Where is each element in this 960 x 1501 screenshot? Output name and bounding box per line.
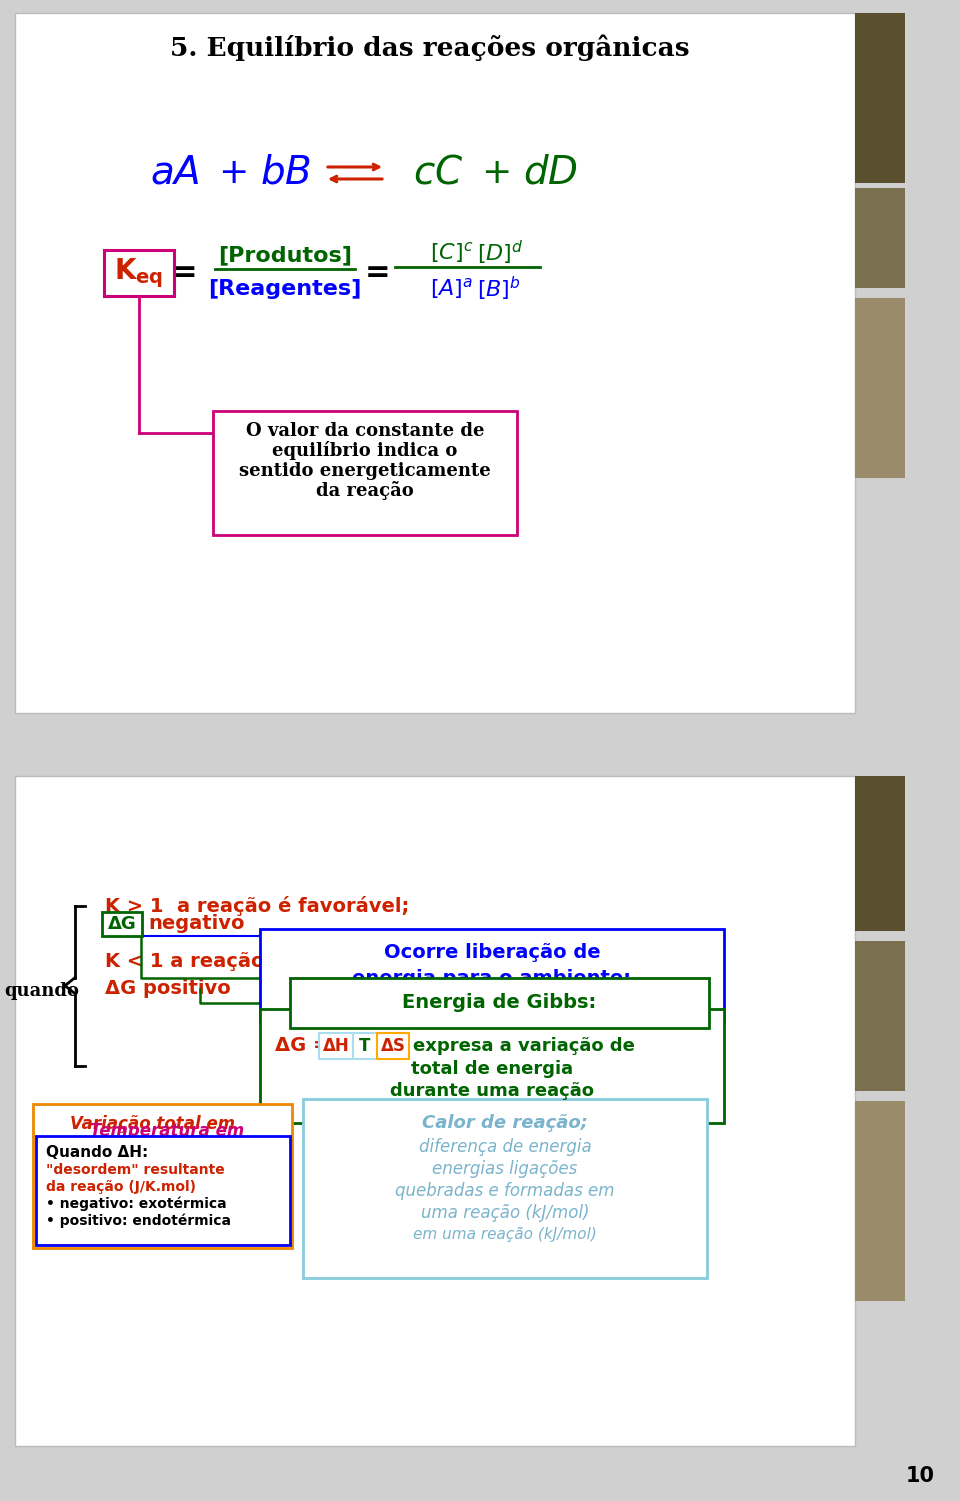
Text: $bB$: $bB$ (259, 155, 310, 192)
FancyBboxPatch shape (102, 911, 142, 935)
Text: • positivo: endotérmica: • positivo: endotérmica (46, 1214, 231, 1228)
FancyBboxPatch shape (213, 411, 517, 534)
Text: O valor da constante de: O valor da constante de (246, 422, 484, 440)
Text: em uma reação (kJ/mol): em uma reação (kJ/mol) (413, 1228, 597, 1243)
Bar (855, 188, 905, 288)
Text: 5. Equilíbrio das reações orgânicas: 5. Equilíbrio das reações orgânicas (170, 35, 690, 62)
Text: da reação: da reação (316, 482, 414, 500)
Text: "desordem" resultante: "desordem" resultante (46, 1163, 225, 1177)
Text: =: = (365, 258, 391, 288)
Text: total de energia: total de energia (411, 1060, 573, 1078)
Bar (855, 941, 905, 1091)
Bar (15, 14, 855, 713)
Text: negativo: negativo (148, 914, 245, 934)
FancyBboxPatch shape (104, 251, 174, 296)
Text: =: = (172, 258, 198, 288)
Text: 10: 10 (905, 1466, 934, 1486)
Text: $[B]^b$: $[B]^b$ (477, 275, 521, 303)
Text: $\mathbf{K_{eq}}$: $\mathbf{K_{eq}}$ (114, 257, 163, 290)
Bar (855, 1100, 905, 1301)
FancyBboxPatch shape (260, 1009, 724, 1123)
Text: energias ligações: energias ligações (432, 1160, 578, 1178)
Text: $dD$: $dD$ (522, 155, 577, 192)
Text: ΔH: ΔH (323, 1037, 349, 1055)
Text: Temperatura em: Temperatura em (90, 1121, 245, 1139)
FancyBboxPatch shape (260, 929, 724, 1022)
Text: K > 1  a reação é favorável;: K > 1 a reação é favorável; (105, 896, 409, 916)
Text: sentido energeticamente: sentido energeticamente (239, 462, 491, 480)
Bar (15, 776, 855, 1445)
Text: durante uma reação: durante uma reação (390, 1082, 594, 1100)
FancyBboxPatch shape (377, 1033, 409, 1058)
Text: ΔG: ΔG (108, 914, 136, 932)
FancyBboxPatch shape (33, 1103, 292, 1247)
Text: $[D]^d$: $[D]^d$ (477, 239, 523, 267)
Bar (855, 299, 905, 477)
Text: Calor de reação;: Calor de reação; (422, 1114, 588, 1132)
Text: quando: quando (5, 982, 80, 1000)
Text: graus Kelvin: graus Kelvin (109, 1142, 226, 1160)
Text: K < 1 a reação é desfavorável;: K < 1 a reação é desfavorável; (105, 950, 442, 971)
Text: graus Kelvin: graus Kelvin (94, 1135, 210, 1153)
Text: $cC$: $cC$ (413, 155, 463, 192)
Text: diferença de energia: diferença de energia (419, 1138, 591, 1156)
Text: $+$: $+$ (481, 156, 509, 191)
Text: $[A]^a$: $[A]^a$ (430, 276, 473, 302)
FancyBboxPatch shape (353, 1033, 377, 1058)
Text: Variação total em: Variação total em (70, 1115, 235, 1133)
Text: Quando ΔH:: Quando ΔH: (46, 1145, 148, 1160)
Text: equilíbrio indica o: equilíbrio indica o (273, 441, 458, 461)
Text: ΔG =: ΔG = (275, 1036, 336, 1055)
Text: uma reação (kJ/mol): uma reação (kJ/mol) (420, 1204, 589, 1222)
FancyBboxPatch shape (319, 1033, 353, 1058)
Text: $[C]^c$: $[C]^c$ (430, 240, 473, 266)
Text: ΔS: ΔS (380, 1037, 405, 1055)
Text: $+$: $+$ (218, 156, 247, 191)
FancyBboxPatch shape (303, 1099, 707, 1277)
Text: [Produtos]: [Produtos] (218, 245, 352, 266)
Text: ΔG positivo: ΔG positivo (105, 979, 230, 998)
Bar (855, 14, 905, 183)
Text: [Reagentes]: [Reagentes] (208, 279, 362, 299)
Text: Ocorre liberação de: Ocorre liberação de (384, 943, 600, 962)
Text: T: T (359, 1037, 371, 1055)
FancyBboxPatch shape (290, 977, 709, 1028)
FancyBboxPatch shape (36, 1136, 290, 1244)
Text: quebradas e formadas em: quebradas e formadas em (396, 1181, 614, 1199)
Bar (855, 776, 905, 931)
Text: expresa a variação de: expresa a variação de (413, 1037, 635, 1055)
Text: Energia de Gibbs:: Energia de Gibbs: (402, 994, 596, 1012)
Text: $aA$: $aA$ (150, 155, 200, 192)
Text: energia para o ambiente:: energia para o ambiente: (352, 970, 632, 988)
Text: • negativo: exotérmica: • negativo: exotérmica (46, 1196, 227, 1211)
Text: da reação (J/K.mol): da reação (J/K.mol) (46, 1180, 196, 1193)
